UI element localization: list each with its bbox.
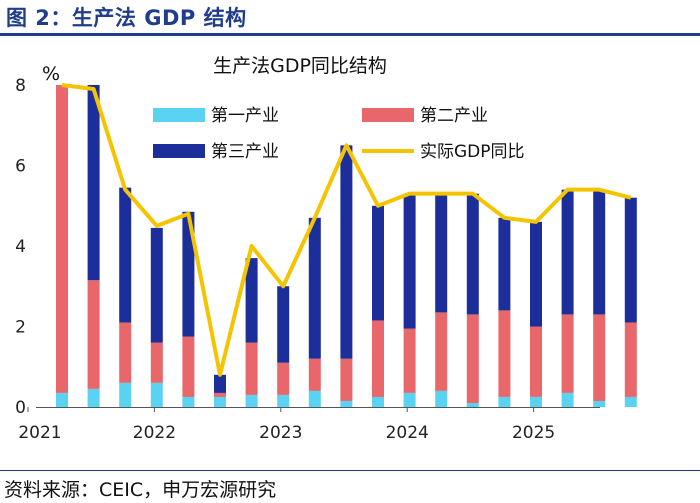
bar-tertiary-sector — [466, 193, 479, 315]
bar-secondary-sector — [245, 342, 258, 395]
bar-secondary-sector — [277, 362, 290, 395]
bar-secondary-sector — [308, 358, 321, 391]
bar-tertiary-sector — [308, 217, 321, 359]
bar-secondary-sector — [119, 322, 132, 383]
bar-primary-sector — [403, 392, 416, 407]
bar-primary-sector — [498, 396, 511, 407]
bar-primary-sector — [593, 400, 606, 407]
bar-tertiary-sector — [119, 187, 132, 323]
legend-label: 实际GDP同比 — [420, 142, 525, 162]
bar-tertiary-sector — [214, 374, 226, 393]
bar-primary-sector — [214, 396, 226, 407]
y-unit-label: % — [42, 63, 60, 85]
x-tick-label: 2022 — [133, 423, 176, 443]
x-tick-label: 2023 — [259, 423, 302, 443]
bar-secondary-sector — [530, 326, 542, 397]
bar-primary-sector — [182, 396, 195, 407]
bar-primary-sector — [308, 390, 321, 407]
chart-title: 生产法GDP同比结构 — [213, 55, 387, 77]
chart-bars — [56, 85, 637, 407]
bar-secondary-sector — [498, 310, 511, 397]
bar-secondary-sector — [466, 314, 479, 403]
bar-tertiary-sector — [593, 189, 606, 315]
bar-secondary-sector — [593, 314, 606, 401]
bar-primary-sector — [340, 400, 353, 407]
bar-secondary-sector — [561, 314, 574, 393]
bar-tertiary-sector — [340, 145, 353, 359]
legend-label: 第二产业 — [420, 106, 488, 126]
bar-primary-sector — [245, 394, 258, 407]
chart-line-layer — [61, 83, 632, 377]
source-divider — [0, 470, 700, 471]
y-tick-label: 0 — [15, 398, 26, 418]
bar-secondary-sector — [56, 85, 68, 393]
legend-swatch — [153, 144, 205, 158]
source-note: 资料来源：CEIC，申万宏源研究 — [4, 479, 277, 501]
bar-primary-sector — [277, 394, 290, 407]
bar-primary-sector — [530, 396, 542, 407]
legend-label: 第一产业 — [211, 106, 279, 126]
bar-primary-sector — [561, 392, 574, 407]
bar-secondary-sector — [214, 392, 226, 397]
gdp-structure-chart: 0 2 4 6 8 2021 2022 2023 2024 2025 生产法GDP同比结构 % 第… — [15, 55, 637, 443]
bar-tertiary-sector — [150, 227, 163, 343]
bar-primary-sector — [466, 402, 479, 407]
legend-label: 第三产业 — [211, 142, 279, 162]
title-divider — [0, 33, 700, 36]
x-tick-label: 2025 — [512, 423, 555, 443]
y-tick-label: 2 — [15, 318, 26, 338]
bar-primary-sector — [435, 390, 448, 407]
bar-tertiary-sector — [498, 217, 511, 311]
bar-tertiary-sector — [87, 85, 100, 281]
bar-tertiary-sector — [245, 258, 258, 343]
bar-primary-sector — [87, 388, 100, 407]
y-tick-label: 4 — [15, 237, 26, 257]
bar-tertiary-sector — [277, 286, 290, 363]
bar-primary-sector — [624, 396, 637, 407]
x-tick-label: 2021 — [18, 423, 61, 443]
bar-secondary-sector — [624, 322, 637, 397]
legend-swatch — [153, 108, 205, 122]
bar-secondary-sector — [435, 312, 448, 391]
bar-tertiary-sector — [372, 205, 384, 321]
bar-tertiary-sector — [435, 193, 448, 313]
y-tick-label: 8 — [15, 76, 26, 96]
bar-tertiary-sector — [624, 197, 637, 323]
bar-secondary-sector — [372, 320, 384, 397]
bar-primary-sector — [56, 392, 68, 407]
bar-tertiary-sector — [530, 221, 542, 327]
figure-title: 图 2：生产法 GDP 结构 — [6, 6, 247, 30]
bar-secondary-sector — [150, 342, 163, 383]
bar-tertiary-sector — [561, 189, 574, 315]
bar-primary-sector — [372, 396, 384, 407]
bar-secondary-sector — [87, 280, 100, 389]
bar-tertiary-sector — [403, 193, 416, 329]
bar-secondary-sector — [403, 328, 416, 393]
chart-axes: 0 2 4 6 8 2021 2022 2023 2024 2025 — [15, 76, 600, 443]
bar-primary-sector — [150, 382, 163, 407]
bar-primary-sector — [119, 382, 132, 407]
bar-tertiary-sector — [182, 211, 195, 337]
legend-swatch — [362, 108, 414, 122]
bar-secondary-sector — [340, 358, 353, 401]
y-tick-label: 6 — [15, 157, 26, 177]
bar-secondary-sector — [182, 336, 195, 397]
x-tick-label: 2024 — [386, 423, 429, 443]
